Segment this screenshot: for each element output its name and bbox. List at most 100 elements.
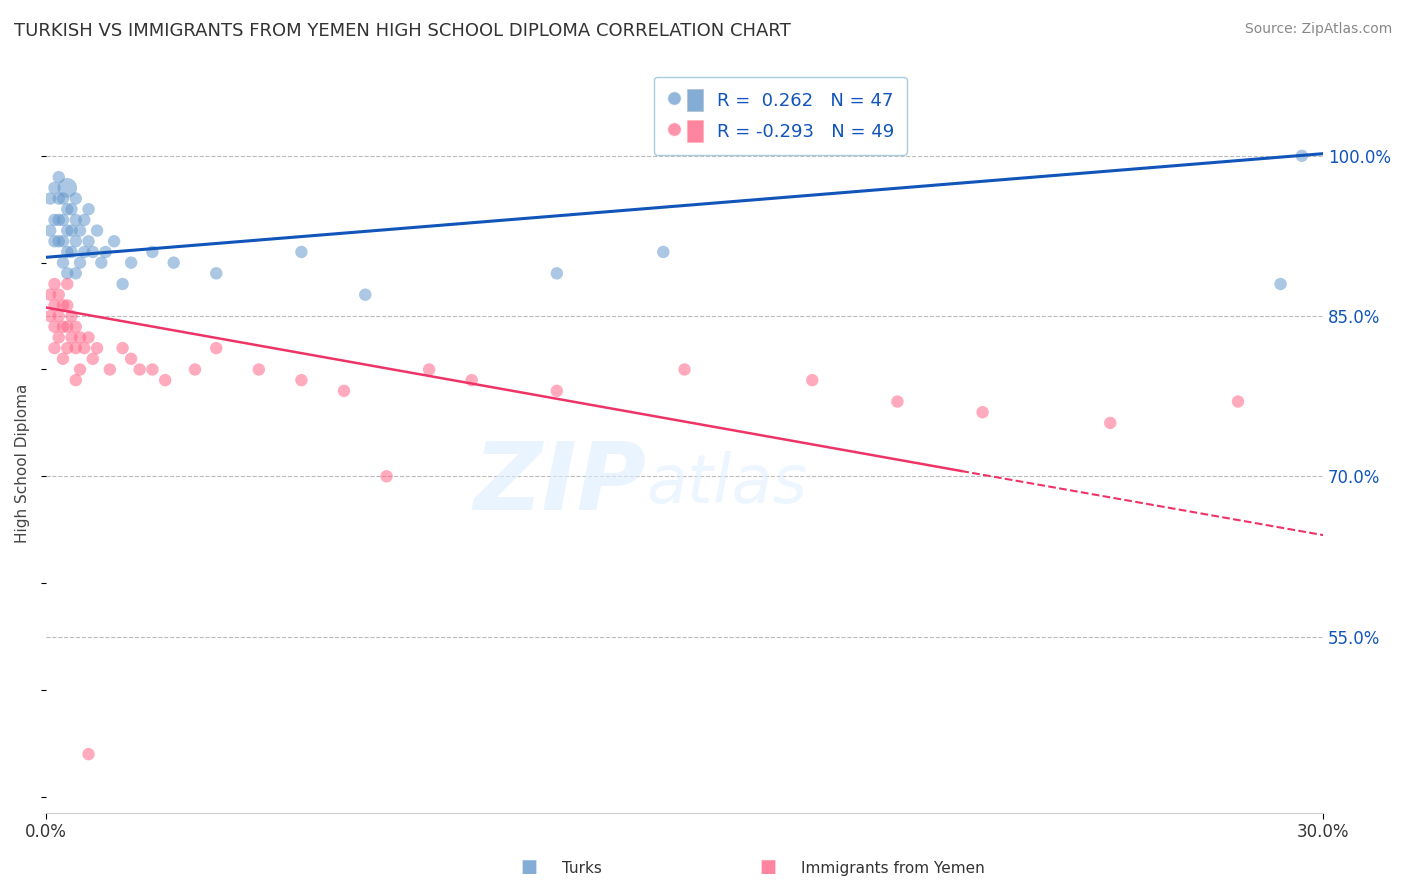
- Point: [39, 309, 62, 323]
- Point: [60, 224, 83, 238]
- Point: [56, 319, 79, 334]
- Point: [94, 244, 117, 259]
- Point: [141, 362, 163, 376]
- Point: [86, 224, 108, 238]
- Point: [290, 244, 312, 259]
- Point: [111, 341, 134, 355]
- Point: [44, 213, 66, 227]
- Point: [56, 341, 79, 355]
- Point: [801, 373, 824, 387]
- Point: [44, 181, 66, 195]
- Point: [48, 287, 70, 301]
- Point: [39, 287, 62, 301]
- Point: [52, 255, 75, 269]
- Point: [56, 224, 79, 238]
- Point: [65, 341, 87, 355]
- Point: [60, 309, 83, 323]
- Point: [60, 202, 83, 217]
- Point: [546, 266, 568, 280]
- Y-axis label: High School Diploma: High School Diploma: [15, 384, 30, 542]
- Text: ZIP: ZIP: [474, 438, 647, 530]
- Point: [141, 244, 163, 259]
- Point: [546, 384, 568, 398]
- Point: [460, 373, 482, 387]
- Point: [69, 330, 91, 344]
- Point: [56, 181, 79, 195]
- Point: [48, 234, 70, 248]
- Point: [44, 298, 66, 312]
- Point: [69, 362, 91, 376]
- Point: [333, 384, 356, 398]
- Point: [60, 244, 83, 259]
- Point: [205, 266, 228, 280]
- Point: [52, 234, 75, 248]
- Point: [98, 362, 121, 376]
- Point: [73, 244, 96, 259]
- Point: [44, 234, 66, 248]
- Point: [90, 255, 112, 269]
- Point: [163, 255, 186, 269]
- Point: [48, 170, 70, 185]
- Point: [56, 298, 79, 312]
- Point: [375, 469, 398, 483]
- Point: [418, 362, 440, 376]
- Point: [56, 244, 79, 259]
- Text: ■: ■: [520, 858, 537, 876]
- Point: [120, 351, 142, 366]
- Point: [65, 266, 87, 280]
- Point: [52, 213, 75, 227]
- Point: [48, 309, 70, 323]
- Text: Turks: Turks: [562, 861, 602, 876]
- Point: [1099, 416, 1122, 430]
- Point: [111, 277, 134, 291]
- Point: [886, 394, 908, 409]
- Point: [354, 287, 377, 301]
- Text: TURKISH VS IMMIGRANTS FROM YEMEN HIGH SCHOOL DIPLOMA CORRELATION CHART: TURKISH VS IMMIGRANTS FROM YEMEN HIGH SC…: [14, 22, 790, 40]
- Point: [48, 330, 70, 344]
- Point: [65, 373, 87, 387]
- Point: [52, 351, 75, 366]
- Point: [247, 362, 270, 376]
- Point: [60, 330, 83, 344]
- Point: [52, 298, 75, 312]
- Point: [103, 234, 125, 248]
- Point: [73, 213, 96, 227]
- Point: [48, 192, 70, 206]
- Point: [39, 192, 62, 206]
- Point: [56, 266, 79, 280]
- Point: [184, 362, 207, 376]
- Point: [77, 234, 100, 248]
- Point: [290, 373, 312, 387]
- Point: [77, 747, 100, 761]
- Text: atlas: atlas: [647, 451, 807, 517]
- Point: [73, 341, 96, 355]
- Point: [65, 234, 87, 248]
- Point: [69, 224, 91, 238]
- Point: [82, 351, 104, 366]
- Point: [77, 330, 100, 344]
- Point: [48, 213, 70, 227]
- Point: [1227, 394, 1250, 409]
- Point: [673, 362, 696, 376]
- Point: [82, 244, 104, 259]
- Point: [153, 373, 176, 387]
- Point: [77, 202, 100, 217]
- Point: [52, 192, 75, 206]
- Point: [65, 192, 87, 206]
- Point: [65, 213, 87, 227]
- Legend: R =  0.262   N = 47, R = -0.293   N = 49: R = 0.262 N = 47, R = -0.293 N = 49: [654, 77, 907, 155]
- Point: [1291, 149, 1313, 163]
- Point: [39, 224, 62, 238]
- Point: [44, 319, 66, 334]
- Point: [44, 341, 66, 355]
- Point: [128, 362, 150, 376]
- Point: [44, 277, 66, 291]
- Text: Source: ZipAtlas.com: Source: ZipAtlas.com: [1244, 22, 1392, 37]
- Point: [65, 319, 87, 334]
- Point: [1270, 277, 1292, 291]
- Point: [205, 341, 228, 355]
- Point: [56, 202, 79, 217]
- Text: Immigrants from Yemen: Immigrants from Yemen: [801, 861, 986, 876]
- Point: [56, 277, 79, 291]
- Point: [972, 405, 994, 419]
